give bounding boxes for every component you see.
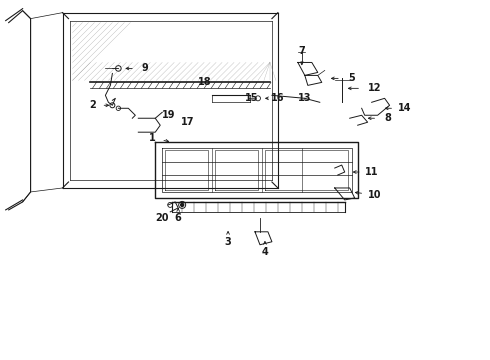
Text: 15: 15 bbox=[245, 93, 259, 103]
Text: 12: 12 bbox=[368, 84, 381, 93]
Text: 6: 6 bbox=[175, 213, 182, 223]
Text: 7: 7 bbox=[298, 45, 305, 55]
Text: 5: 5 bbox=[348, 73, 355, 84]
Text: 4: 4 bbox=[262, 247, 269, 257]
Text: 13: 13 bbox=[298, 93, 312, 103]
Text: 17: 17 bbox=[181, 117, 195, 127]
Text: 11: 11 bbox=[365, 167, 378, 177]
Text: 14: 14 bbox=[398, 103, 411, 113]
Text: 18: 18 bbox=[198, 77, 212, 87]
Text: 19: 19 bbox=[162, 110, 175, 120]
Text: 20: 20 bbox=[155, 213, 169, 223]
Text: 9: 9 bbox=[142, 63, 148, 73]
Text: 2: 2 bbox=[89, 100, 96, 110]
Text: 16: 16 bbox=[271, 93, 285, 103]
Circle shape bbox=[181, 203, 184, 206]
Text: 8: 8 bbox=[384, 113, 391, 123]
Text: 1: 1 bbox=[149, 133, 156, 143]
Text: 10: 10 bbox=[368, 190, 381, 200]
Text: 3: 3 bbox=[225, 237, 231, 247]
